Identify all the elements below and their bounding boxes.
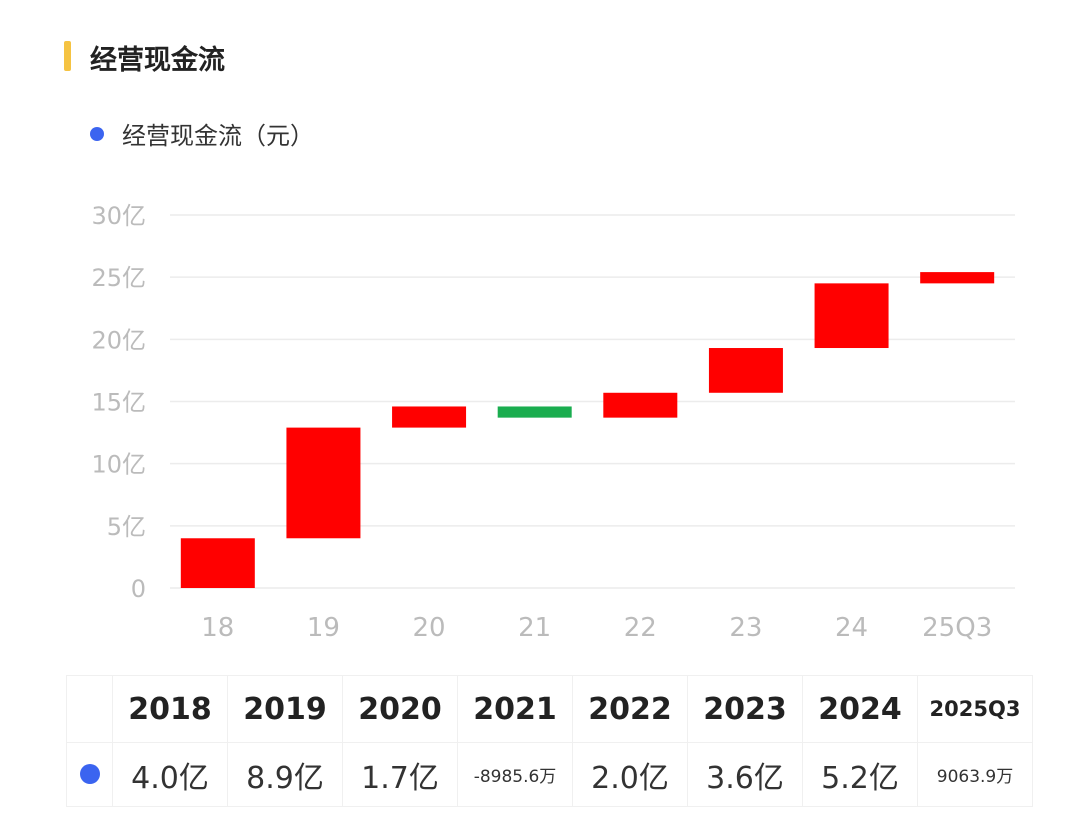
- table-series-cell: [66, 742, 113, 807]
- y-tick-label: 10亿: [91, 451, 146, 479]
- value-cell: 9063.9万: [917, 742, 1033, 807]
- waterfall-bar[interactable]: [286, 427, 361, 539]
- title-accent-bar: [64, 41, 71, 71]
- x-tick-label: 21: [518, 613, 551, 643]
- waterfall-chart: 0 5亿 10亿 15亿 20亿 25亿 30亿 18 19 20 21 22 23 24 25Q3: [91, 202, 1015, 643]
- waterfall-bar[interactable]: [708, 348, 783, 393]
- waterfall-bar[interactable]: [392, 406, 467, 428]
- legend-dot-icon: [90, 126, 104, 141]
- year-header: 2021: [457, 675, 573, 743]
- value-cell: 8.9亿: [227, 742, 343, 807]
- x-tick-label: 25Q3: [922, 613, 992, 643]
- waterfall-bar[interactable]: [497, 406, 572, 418]
- x-tick-label: 20: [413, 613, 446, 643]
- y-tick-label: 25亿: [91, 264, 146, 292]
- year-header: 2020: [342, 675, 458, 743]
- year-header: 2024: [802, 675, 918, 743]
- waterfall-bar[interactable]: [603, 392, 678, 418]
- legend-label: 经营现金流（元）: [122, 122, 314, 150]
- x-tick-label: 24: [835, 613, 868, 643]
- waterfall-bar[interactable]: [180, 538, 255, 588]
- year-header: 2025Q3: [917, 675, 1033, 743]
- value-cell: -8985.6万: [457, 742, 573, 807]
- x-tick-label: 19: [307, 613, 340, 643]
- data-table: 2018 2019 2020 2021 2022 2023 2024 2025Q3 4.0亿 8…: [66, 675, 1033, 807]
- series-dot-icon: [79, 764, 100, 784]
- chart-legend[interactable]: 经营现金流（元）: [90, 116, 314, 151]
- value-cell: 2.0亿: [572, 742, 688, 807]
- y-tick-label: 0: [131, 575, 146, 603]
- value-cell: 1.7亿: [342, 742, 458, 807]
- y-tick-label: 15亿: [91, 389, 146, 417]
- value-cell: 5.2亿: [802, 742, 918, 807]
- value-cell: 3.6亿: [687, 742, 803, 807]
- year-header: 2019: [227, 675, 343, 743]
- y-tick-label: 5亿: [107, 513, 146, 541]
- value-cell: 4.0亿: [112, 742, 228, 807]
- table-corner: [66, 675, 113, 743]
- waterfall-bar[interactable]: [920, 272, 995, 284]
- year-header: 2018: [112, 675, 228, 743]
- x-tick-label: 23: [729, 613, 762, 643]
- year-header: 2022: [572, 675, 688, 743]
- section-title: 经营现金流: [90, 45, 225, 76]
- waterfall-bar[interactable]: [814, 283, 889, 349]
- year-header: 2023: [687, 675, 803, 743]
- x-tick-label: 22: [624, 613, 657, 643]
- y-tick-label: 20亿: [91, 326, 146, 354]
- x-tick-label: 18: [201, 613, 234, 643]
- y-tick-label: 30亿: [91, 202, 146, 230]
